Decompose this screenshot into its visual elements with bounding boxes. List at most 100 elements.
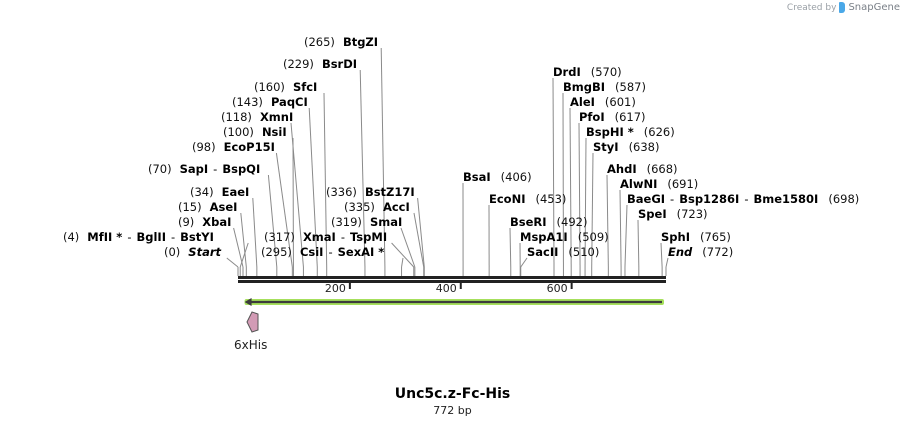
restriction-site-label[interactable]: SphI (765): [661, 230, 731, 244]
site-position: (772): [702, 245, 734, 259]
site-enzyme-names: StyI: [593, 140, 619, 154]
enzyme-name: BaeGI: [627, 192, 666, 206]
site-connector-line: [520, 257, 528, 268]
site-position: (626): [643, 125, 675, 139]
restriction-site-label[interactable]: (9) XbaI: [178, 215, 231, 229]
restriction-site-label[interactable]: SacII (510): [527, 245, 599, 259]
enzyme-name: CsiI: [299, 245, 324, 259]
enzyme-name: EcoP15I: [223, 140, 275, 154]
site-enzyme-names: BmgBI: [563, 80, 605, 94]
feature-label-6xhis[interactable]: 6xHis: [234, 338, 268, 352]
site-enzyme-names: End: [668, 245, 692, 259]
site-position: (9): [178, 215, 195, 229]
site-enzyme-names: EaeI: [222, 185, 250, 199]
site-enzyme-names: XbaI: [202, 215, 231, 229]
restriction-site-label[interactable]: StyI (638): [593, 140, 660, 154]
enzyme-name: TspMI: [349, 230, 388, 244]
site-position: (510): [568, 245, 600, 259]
enzyme-name: SphI: [661, 230, 690, 244]
restriction-site-label[interactable]: DrdI (570): [553, 65, 622, 79]
enzyme-name: SpeI: [638, 207, 667, 221]
site-position: (160): [254, 80, 285, 94]
restriction-site-label[interactable]: EcoNI (453): [489, 192, 566, 206]
site-position: (98): [192, 140, 216, 154]
restriction-site-label[interactable]: (143) PaqCI: [232, 95, 308, 109]
enzyme-name: BseRI: [510, 215, 547, 229]
enzyme-name: BstZ17I: [364, 185, 415, 199]
ruler-tick: [459, 283, 462, 289]
restriction-site-label[interactable]: (160) SfcI: [254, 80, 317, 94]
restriction-site-label[interactable]: (70) SapI - BspQI: [148, 162, 260, 176]
restriction-site-label[interactable]: (4) MfII * - BglII - BstYI: [63, 230, 214, 244]
restriction-site-label[interactable]: BseRI (492): [510, 215, 587, 229]
site-connector-line: [584, 137, 587, 268]
snapgene-logo-icon: [839, 2, 846, 13]
credit-brand: SnapGene: [848, 2, 900, 13]
restriction-site-label[interactable]: AhdI (668): [607, 162, 678, 176]
restriction-site-label[interactable]: (100) NsiI: [223, 125, 287, 139]
site-position: (638): [628, 140, 660, 154]
site-position: (509): [577, 230, 609, 244]
restriction-site-label[interactable]: (15) AseI: [178, 200, 237, 214]
restriction-site-label[interactable]: (229) BsrDI: [283, 57, 357, 71]
restriction-site-label[interactable]: (336) BstZ17I: [326, 185, 415, 199]
restriction-site-label[interactable]: BaeGI - Bsp1286I - Bme1580I (698): [627, 192, 859, 206]
site-position: (601): [604, 95, 636, 109]
snapgene-credit[interactable]: Created by SnapGene: [787, 2, 900, 13]
ruler-tick-label: 200: [324, 282, 346, 295]
site-connector-line: [665, 257, 669, 268]
site-connector-line: [578, 122, 581, 268]
enzyme-name: XbaI: [202, 215, 232, 229]
restriction-site-label[interactable]: (34) EaeI: [190, 185, 249, 199]
restriction-site-label[interactable]: BmgBI (587): [563, 80, 646, 94]
site-connector-line: [401, 257, 404, 268]
site-enzyme-names: BsaI: [463, 170, 491, 184]
backbone-top-strand: [238, 276, 666, 279]
restriction-site-label[interactable]: (295) CsiI - SexAI *: [261, 245, 384, 259]
site-connector-line: [226, 257, 239, 268]
enzyme-name: SmaI: [369, 215, 403, 229]
restriction-site-label[interactable]: BsaI (406): [463, 170, 532, 184]
restriction-site-label[interactable]: (98) EcoP15I: [192, 140, 275, 154]
restriction-site-label[interactable]: MspA1I (509): [520, 230, 609, 244]
enzyme-name: AseI: [209, 200, 238, 214]
restriction-site-label[interactable]: End (772): [668, 245, 733, 259]
enzyme-name: SapI: [179, 162, 209, 176]
site-enzyme-names: SapI - BspQI: [180, 162, 261, 176]
ruler-tick: [570, 283, 573, 289]
restriction-site-label[interactable]: (0) Start: [164, 245, 221, 259]
name-separator: -: [670, 192, 675, 206]
restriction-site-label[interactable]: (335) AccI: [344, 200, 410, 214]
restriction-site-label[interactable]: (118) XmnI: [221, 110, 293, 124]
6xhis-feature-icon: [246, 311, 259, 333]
site-enzyme-names: SpeI: [638, 207, 667, 221]
site-position: (698): [828, 192, 860, 206]
name-separator: -: [328, 245, 333, 259]
restriction-site-label[interactable]: AleI (601): [570, 95, 636, 109]
restriction-site-label[interactable]: SpeI (723): [638, 207, 708, 221]
site-enzyme-names: DrdI: [553, 65, 581, 79]
site-position: (118): [221, 110, 252, 124]
enzyme-name: SfcI: [292, 80, 318, 94]
restriction-site-label[interactable]: PfoI (617): [579, 110, 646, 124]
site-enzyme-names: SmaI: [370, 215, 402, 229]
restriction-site-label[interactable]: BspHI * (626): [586, 125, 675, 139]
site-connector-line: [233, 227, 244, 268]
site-position: (4): [63, 230, 80, 244]
enzyme-name: EaeI: [221, 185, 250, 199]
ruler-tick: [348, 283, 351, 289]
restriction-site-label[interactable]: AlwNI (691): [620, 177, 698, 191]
restriction-site-label[interactable]: (319) SmaI: [331, 215, 402, 229]
site-connector-line: [552, 77, 555, 268]
site-connector-line: [624, 204, 628, 268]
site-enzyme-names: AseI: [210, 200, 238, 214]
site-enzyme-names: AleI: [570, 95, 595, 109]
site-connector-line: [239, 242, 249, 268]
site-position: (265): [304, 35, 335, 49]
site-position: (723): [676, 207, 708, 221]
restriction-site-label[interactable]: (265) BtgZI: [304, 35, 378, 49]
restriction-site-label[interactable]: (317) XmaI - TspMI: [264, 230, 387, 244]
site-connector-line: [400, 227, 416, 268]
name-separator: -: [340, 230, 345, 244]
enzyme-name: StyI: [593, 140, 619, 154]
